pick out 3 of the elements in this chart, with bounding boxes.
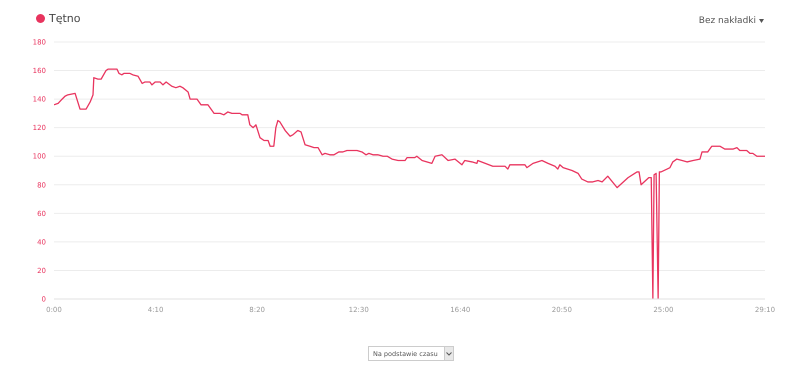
line-series [54, 68, 765, 299]
legend-label: Tętno [49, 12, 81, 25]
text: Bez nakładki [698, 16, 756, 26]
